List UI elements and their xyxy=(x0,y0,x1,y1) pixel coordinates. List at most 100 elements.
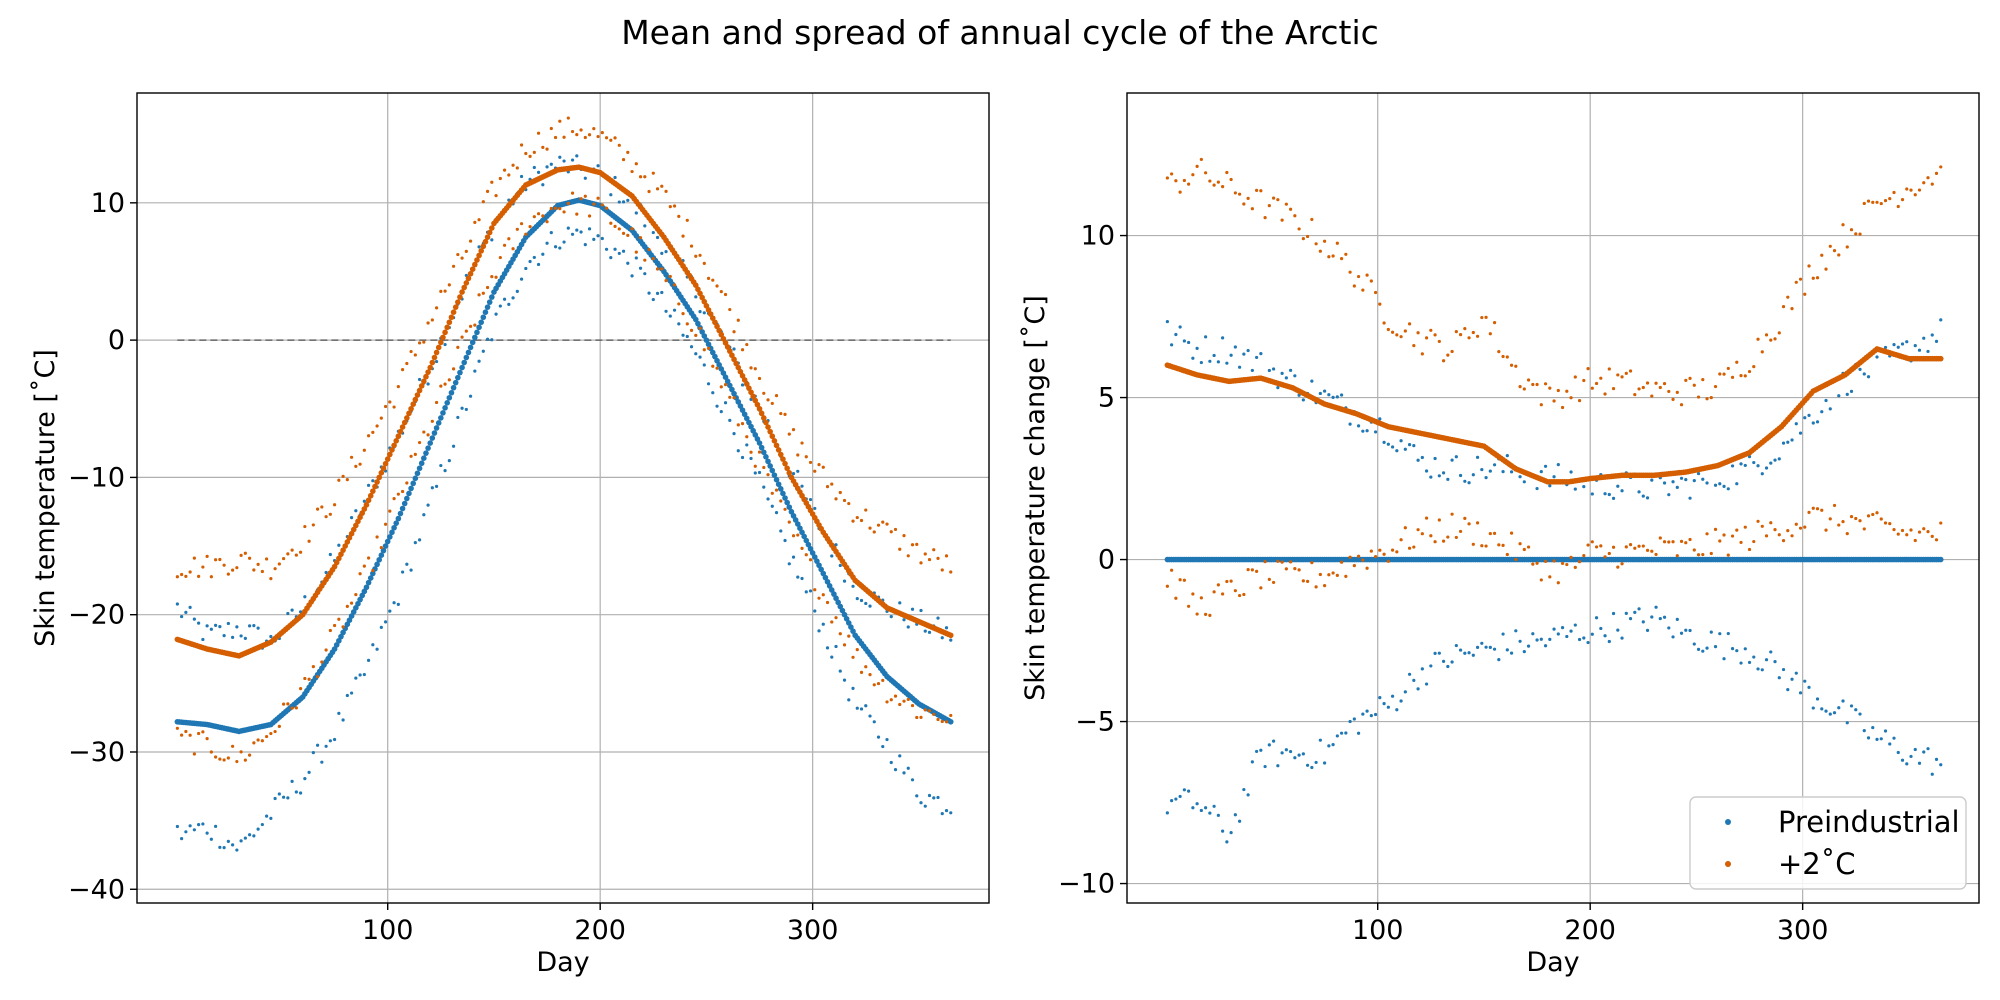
data-point xyxy=(1854,232,1858,236)
data-point xyxy=(1174,332,1178,337)
legend-label: +2˚C xyxy=(1778,847,1856,881)
data-point xyxy=(1905,762,1909,766)
data-point xyxy=(395,433,402,440)
data-point xyxy=(1301,752,1305,756)
data-point xyxy=(345,478,349,482)
data-point xyxy=(408,405,414,412)
plot-frame xyxy=(1126,92,1980,904)
data-point xyxy=(413,353,417,357)
data-point xyxy=(1407,672,1412,676)
data-point xyxy=(800,484,804,488)
data-point xyxy=(868,526,872,530)
data-point xyxy=(1641,385,1645,390)
data-point xyxy=(536,212,541,216)
data-point xyxy=(716,327,722,334)
data-point xyxy=(932,796,936,800)
data-point xyxy=(1815,276,1820,280)
data-point xyxy=(1318,391,1322,396)
data-point xyxy=(626,233,630,237)
y-tick-label: −20 xyxy=(68,600,125,631)
data-point xyxy=(476,252,482,259)
data-point xyxy=(1263,216,1267,220)
data-point xyxy=(1858,712,1862,716)
data-point xyxy=(647,291,651,295)
data-point xyxy=(1280,371,1284,376)
data-point xyxy=(1892,343,1896,347)
data-point xyxy=(797,525,803,531)
data-point xyxy=(1522,387,1526,391)
data-point xyxy=(417,440,422,445)
data-point xyxy=(923,708,927,712)
data-point xyxy=(1356,274,1361,279)
data-point xyxy=(490,338,494,342)
data-point xyxy=(1238,365,1242,369)
data-point xyxy=(515,166,519,170)
data-point xyxy=(1386,442,1390,446)
data-point xyxy=(1726,631,1730,636)
data-point xyxy=(248,556,252,560)
data-point xyxy=(817,629,821,633)
data-point xyxy=(1900,342,1905,346)
data-point xyxy=(349,691,354,695)
data-point xyxy=(753,367,757,371)
data-point xyxy=(473,220,477,224)
data-point xyxy=(553,245,558,249)
data-point xyxy=(1471,330,1475,335)
data-point xyxy=(444,400,451,406)
data-point xyxy=(740,383,745,387)
data-point xyxy=(1293,566,1297,571)
data-point xyxy=(1769,650,1773,654)
data-point xyxy=(706,276,711,280)
data-point xyxy=(1174,797,1178,801)
data-point xyxy=(1373,554,1378,559)
data-point xyxy=(787,520,791,524)
data-point xyxy=(583,176,587,180)
data-point xyxy=(1798,526,1803,530)
data-point xyxy=(777,486,784,492)
data-point xyxy=(906,554,910,558)
data-point xyxy=(1450,512,1454,516)
data-point xyxy=(1539,578,1543,582)
data-point xyxy=(1365,566,1369,570)
data-point xyxy=(1208,359,1212,363)
data-point xyxy=(1229,831,1233,835)
data-point xyxy=(944,554,949,558)
data-point xyxy=(1773,528,1777,532)
data-point xyxy=(320,505,324,509)
data-point xyxy=(609,221,613,225)
data-point xyxy=(355,518,361,525)
data-point xyxy=(243,758,247,762)
data-point xyxy=(205,554,209,558)
data-point xyxy=(592,202,596,206)
data-point xyxy=(1446,353,1450,357)
data-point xyxy=(434,359,439,364)
data-point xyxy=(348,530,355,537)
data-point xyxy=(1871,725,1875,730)
data-point xyxy=(714,323,720,330)
data-point xyxy=(811,554,818,560)
series-preindustrial-mean xyxy=(174,197,954,735)
data-point xyxy=(775,481,782,488)
data-point xyxy=(1811,506,1815,510)
data-point xyxy=(626,150,630,155)
data-point xyxy=(824,578,831,585)
data-point xyxy=(396,385,400,389)
data-point xyxy=(473,369,477,373)
data-point xyxy=(367,492,374,499)
y-tick-label: −30 xyxy=(68,737,125,768)
data-point xyxy=(1594,381,1599,386)
data-point xyxy=(1896,204,1900,209)
data-point xyxy=(1272,739,1276,743)
data-point xyxy=(792,517,799,523)
data-point xyxy=(469,339,476,346)
data-point xyxy=(1331,743,1335,747)
data-point xyxy=(1871,200,1875,204)
series-plus-2c-upper xyxy=(1165,157,1943,410)
data-point xyxy=(881,520,885,524)
data-point xyxy=(1743,647,1747,651)
data-point xyxy=(1624,611,1628,615)
data-point xyxy=(758,444,765,451)
data-point xyxy=(1883,729,1888,733)
